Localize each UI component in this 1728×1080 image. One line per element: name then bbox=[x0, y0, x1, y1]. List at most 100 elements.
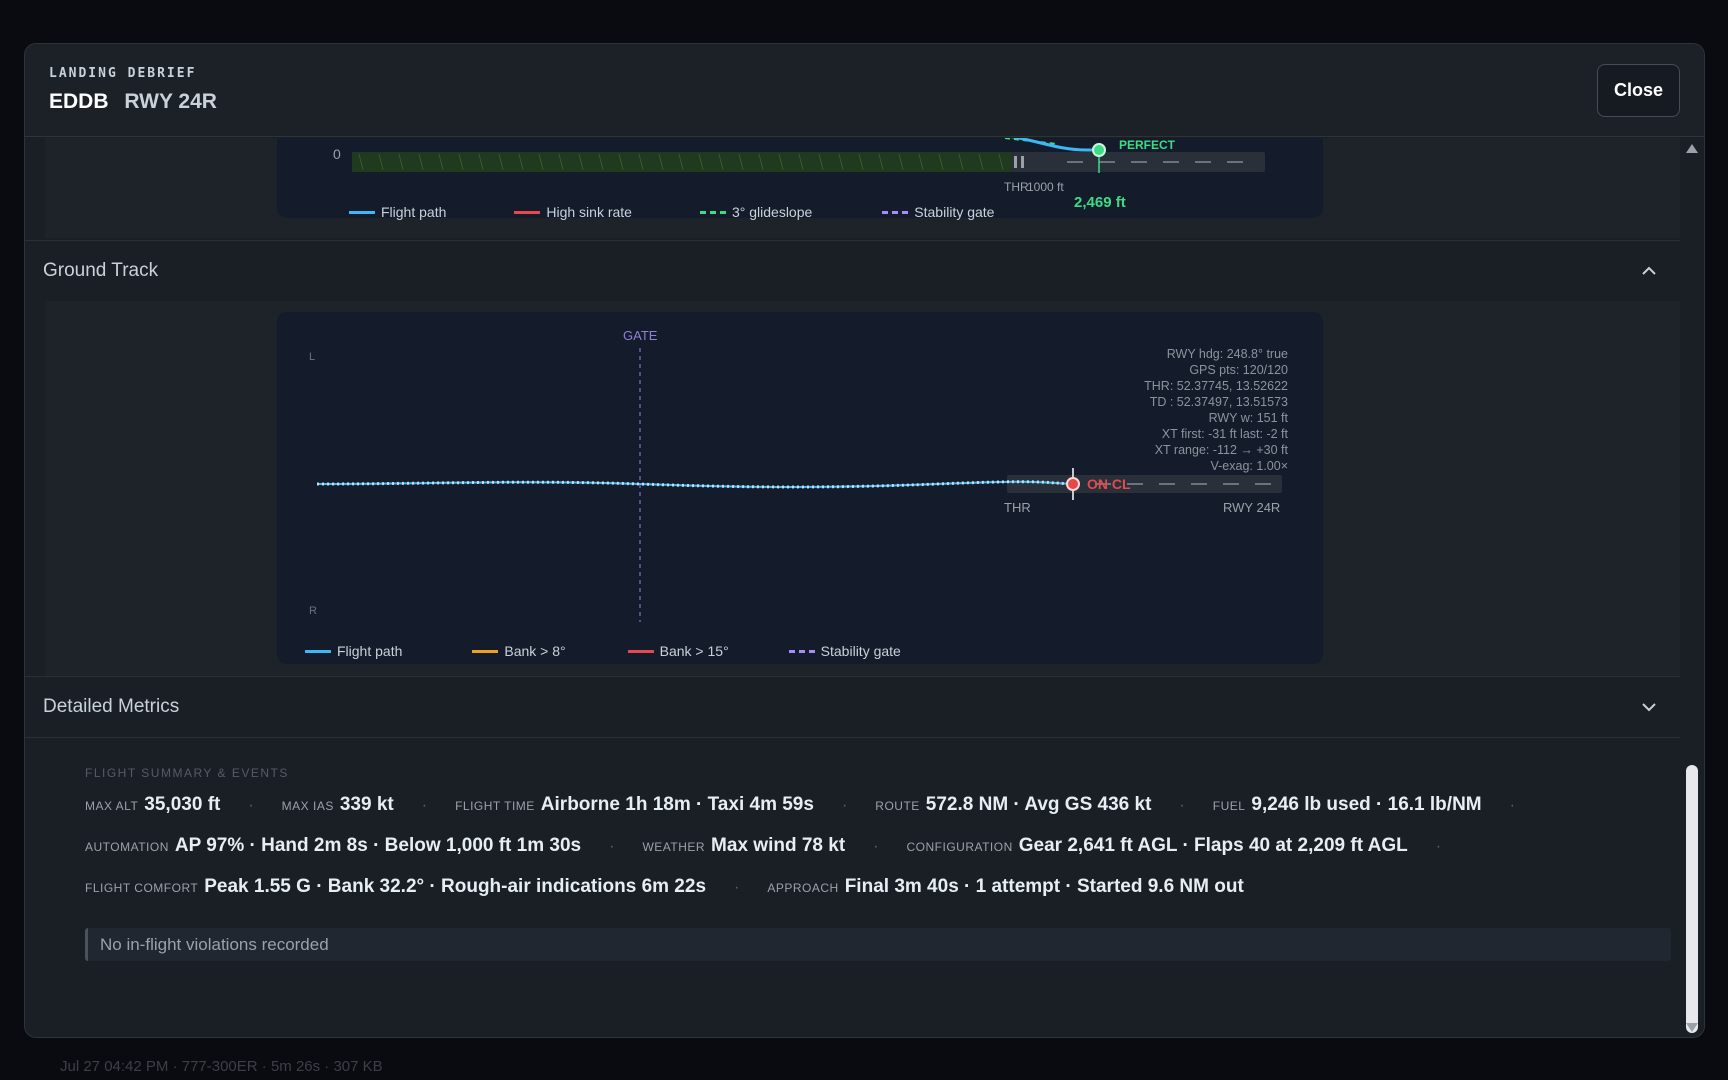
metric-max-ias: MAX IAS 339 kt bbox=[282, 794, 394, 816]
legend-swatch bbox=[788, 649, 815, 653]
violations-notice: No in-flight violations recorded bbox=[85, 928, 1671, 961]
thr-label: THR bbox=[1004, 180, 1029, 194]
info-line: GPS pts: 120/120 bbox=[1189, 363, 1288, 377]
chevron-down-icon[interactable] bbox=[1641, 699, 1657, 715]
runway-info-box: RWY hdg: 248.8° true GPS pts: 120/120 TH… bbox=[1144, 346, 1288, 474]
legend-label: Bank > 8° bbox=[504, 643, 566, 659]
separator-dot: · bbox=[734, 879, 740, 896]
legend-swatch bbox=[882, 210, 909, 214]
legend-swatch bbox=[514, 210, 541, 214]
info-line: XT range: -112 → +30 ft bbox=[1154, 443, 1288, 457]
metric-max-alt: MAX ALT 35,030 ft bbox=[85, 794, 220, 816]
legend-item-stability-gate: Stability gate bbox=[788, 643, 901, 659]
info-line: RWY w: 151 ft bbox=[1208, 411, 1288, 425]
terrain-hatching bbox=[358, 153, 1004, 171]
ground-track-title: Ground Track bbox=[43, 260, 159, 281]
legend-label: Stability gate bbox=[914, 204, 995, 220]
vertical-profile-legend: Flight path High sink rate 3° glideslope… bbox=[349, 204, 994, 220]
touchdown-point bbox=[1092, 143, 1106, 157]
metric-key: MAX IAS bbox=[281, 799, 334, 813]
vertical-profile-svg bbox=[352, 138, 1265, 173]
legend-item-flight-path: Flight path bbox=[349, 204, 446, 220]
modal-eyebrow: LANDING DEBRIEF bbox=[49, 66, 197, 81]
runway-plan-bar bbox=[1007, 475, 1282, 493]
chevron-up-icon[interactable] bbox=[1641, 263, 1657, 279]
threshold-marks bbox=[1014, 156, 1024, 168]
metric-value: Max wind 78 kt bbox=[711, 835, 846, 856]
metric-value: 572.8 NM · Avg GS 436 kt bbox=[925, 794, 1152, 815]
legend-item-bank-15: Bank > 15° bbox=[627, 643, 729, 659]
separator-dot: · bbox=[1435, 838, 1442, 855]
section-divider bbox=[25, 240, 1681, 241]
separator-dot: · bbox=[609, 838, 615, 855]
legend-swatch bbox=[472, 649, 499, 653]
metric-automation: AUTOMATION AP 97% · Hand 2m 8s · Below 1,… bbox=[85, 835, 581, 857]
metric-approach: APPROACH Final 3m 40s · 1 attempt · Start… bbox=[767, 876, 1243, 898]
legend-label: High sink rate bbox=[546, 204, 632, 220]
metric-key: FLIGHT TIME bbox=[455, 799, 535, 813]
metric-value: Airborne 1h 18m · Taxi 4m 59s bbox=[540, 794, 814, 815]
modal-title: EDDB RWY 24R bbox=[49, 90, 217, 114]
metric-key: FUEL bbox=[1212, 799, 1246, 813]
gps-points bbox=[316, 480, 1073, 489]
runway-end-label: RWY 24R bbox=[1223, 500, 1281, 515]
metric-key: APPROACH bbox=[767, 881, 839, 895]
metric-weather: WEATHER Max wind 78 kt bbox=[642, 835, 845, 857]
terrain-band bbox=[352, 152, 1012, 172]
info-line: THR: 52.37745, 13.52622 bbox=[1144, 379, 1288, 393]
separator-dot: · bbox=[1509, 797, 1515, 814]
metric-value: 35,030 ft bbox=[144, 794, 221, 815]
info-line: RWY hdg: 248.8° true bbox=[1166, 347, 1288, 361]
metrics-row: MAX ALT 35,030 ft · MAX IAS 339 kt · FLIGH… bbox=[85, 794, 1543, 816]
scrollbar-thumb[interactable] bbox=[1686, 765, 1698, 1033]
legend-label: 3° glideslope bbox=[731, 204, 813, 220]
vertical-profile-chart: 0 PERFECT THR 1000 ft 2,469 ft Flight pa… bbox=[277, 138, 1323, 220]
info-line: XT first: -31 ft last: -2 ft bbox=[1161, 427, 1288, 441]
metrics-row: FLIGHT COMFORT Peak 1.55 G · Bank 32.2° ·… bbox=[85, 876, 1244, 898]
ground-track-legend: Flight path Bank > 8° Bank > 15° Stabili… bbox=[305, 643, 901, 659]
separator-dot: · bbox=[1179, 797, 1185, 814]
separator-dot: · bbox=[248, 797, 254, 814]
detailed-metrics-title: Detailed Metrics bbox=[43, 696, 180, 717]
scroll-down-arrow-icon[interactable] bbox=[1686, 1023, 1698, 1032]
legend-swatch bbox=[349, 210, 375, 214]
legend-swatch bbox=[627, 649, 654, 653]
legend-item-glideslope: 3° glideslope bbox=[699, 204, 813, 220]
metrics-row: AUTOMATION AP 97% · Hand 2m 8s · Below 1,… bbox=[85, 835, 1469, 857]
touchdown-distance: 2,469 ft bbox=[1074, 194, 1126, 211]
centerline-status: ON CL bbox=[1087, 476, 1131, 492]
ground-track-header[interactable]: Ground Track bbox=[25, 241, 1681, 301]
modal-header: LANDING DEBRIEF EDDB RWY 24R Close bbox=[25, 44, 1704, 137]
flight-summary-label: FLIGHT SUMMARY & EVENTS bbox=[85, 766, 289, 780]
metric-flight-time: FLIGHT TIME Airborne 1h 18m · Taxi 4m 59s bbox=[455, 794, 814, 816]
metric-key: WEATHER bbox=[642, 840, 706, 854]
metric-value: Peak 1.55 G · Bank 32.2° · Rough-air ind… bbox=[204, 876, 707, 897]
detailed-metrics-header[interactable]: Detailed Metrics bbox=[25, 677, 1681, 737]
ground-track-svg bbox=[316, 348, 1282, 622]
legend-swatch bbox=[699, 210, 726, 214]
airport-code: EDDB bbox=[49, 90, 109, 113]
metric-value: Final 3m 40s · 1 attempt · Started 9.6 N… bbox=[844, 876, 1244, 897]
touchdown-status: PERFECT bbox=[1119, 138, 1176, 152]
metric-key: MAX ALT bbox=[85, 799, 139, 813]
axis-zero-label: 0 bbox=[333, 146, 341, 162]
legend-item-bank-8: Bank > 8° bbox=[472, 643, 566, 659]
right-side-label: R bbox=[309, 605, 317, 617]
close-button[interactable]: Close bbox=[1597, 64, 1680, 117]
vertical-scrollbar[interactable] bbox=[1680, 138, 1704, 1037]
metric-key: ROUTE bbox=[875, 799, 920, 813]
touchdown-point bbox=[1066, 477, 1080, 491]
section-divider bbox=[25, 737, 1681, 738]
separator-dot: · bbox=[873, 838, 879, 855]
metric-route: ROUTE 572.8 NM · Avg GS 436 kt bbox=[875, 794, 1151, 816]
metric-flight-comfort: FLIGHT COMFORT Peak 1.55 G · Bank 32.2° ·… bbox=[85, 876, 706, 898]
scroll-up-arrow-icon[interactable] bbox=[1686, 144, 1698, 153]
metric-value: 339 kt bbox=[339, 794, 394, 815]
distance-tick-label: 1000 ft bbox=[1027, 180, 1064, 194]
legend-item-high-sink-rate: High sink rate bbox=[514, 204, 632, 220]
separator-dot: · bbox=[841, 797, 848, 814]
legend-label: Flight path bbox=[337, 643, 403, 659]
modal-scroll-area[interactable]: 0 PERFECT THR 1000 ft 2,469 ft Flight pa… bbox=[25, 138, 1681, 1037]
separator-dot: · bbox=[421, 797, 428, 814]
section-divider bbox=[25, 676, 1681, 677]
